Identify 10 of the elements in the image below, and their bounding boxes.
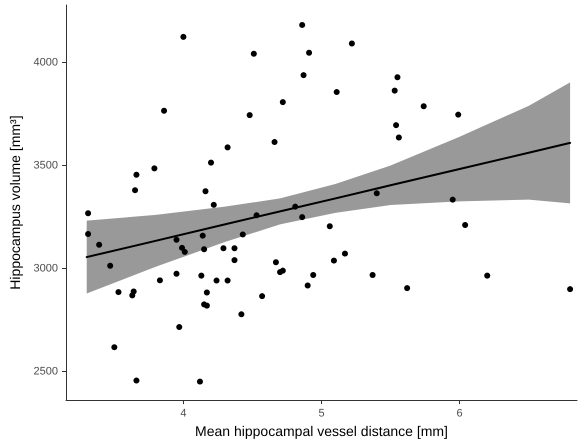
x-tick-label: 6 bbox=[456, 408, 463, 420]
y-tick-label: 4000 bbox=[34, 56, 58, 69]
y-axis-title: Hippocampus volume [mm³] bbox=[7, 115, 23, 290]
x-tick-label: 4 bbox=[180, 408, 186, 420]
y-tick-label: 2500 bbox=[34, 365, 58, 378]
line-series bbox=[86, 142, 572, 258]
y-tick-label: 3500 bbox=[34, 160, 58, 172]
y-tick-label: 3000 bbox=[34, 262, 58, 274]
x-tick-label: 5 bbox=[318, 408, 325, 420]
x-axis-title: Mean hippocampal vessel distance [mm] bbox=[195, 423, 448, 439]
